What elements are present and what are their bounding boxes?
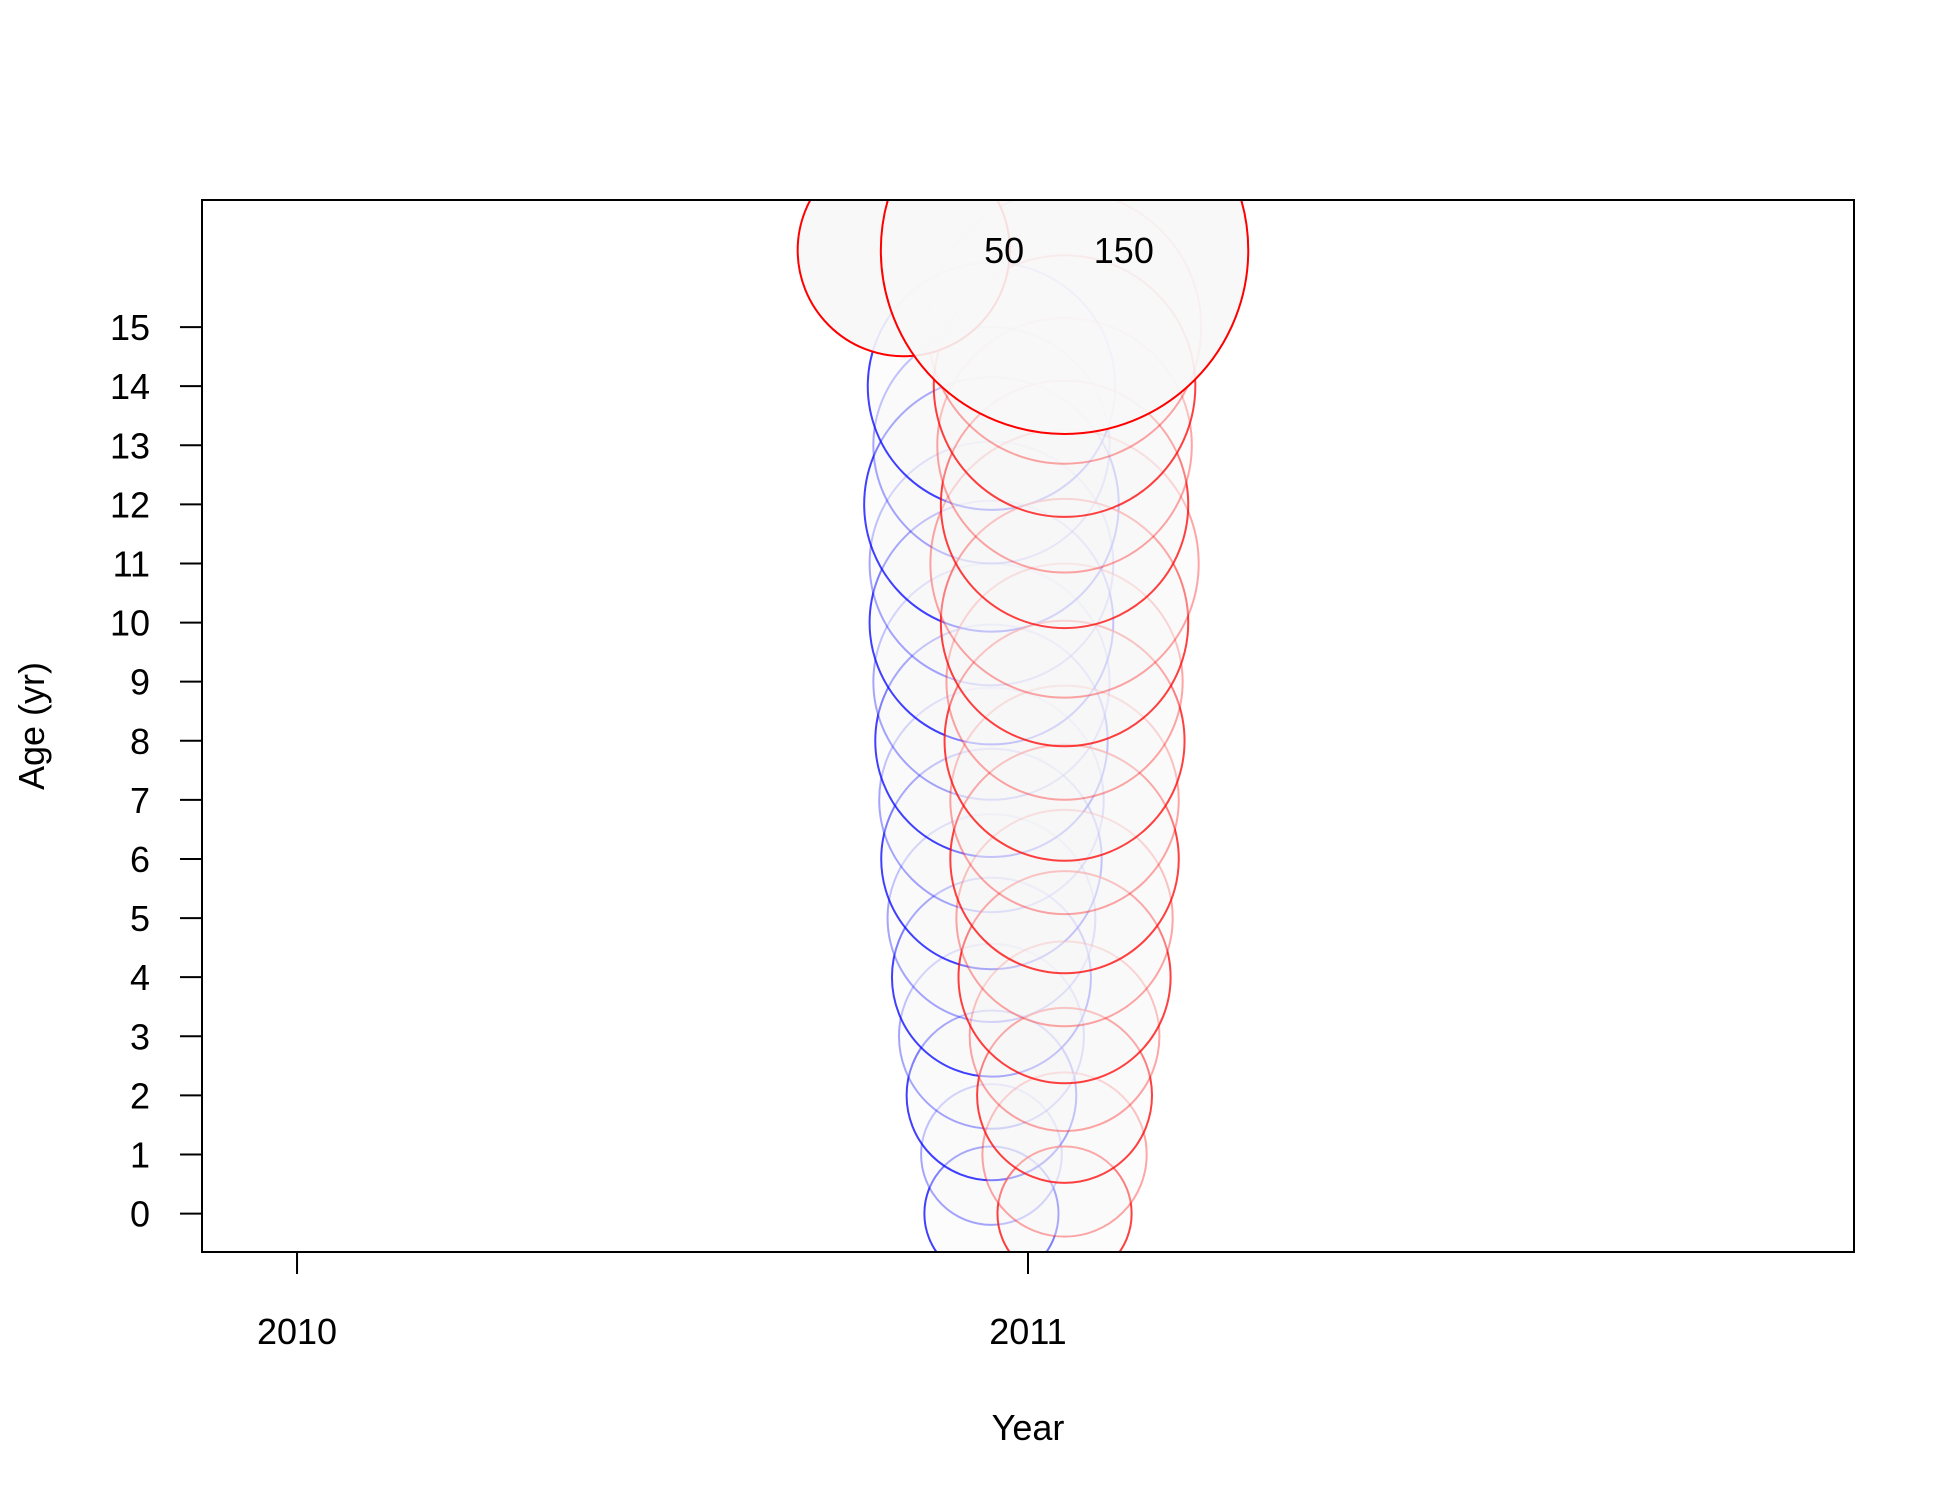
y-tick-label: 7 xyxy=(130,780,150,821)
bubble-series2-age-0 xyxy=(996,1145,1133,1252)
x-tick-label: 2010 xyxy=(257,1311,337,1352)
bubble-series1-age-9 xyxy=(872,562,1111,801)
y-tick-label: 11 xyxy=(113,543,150,584)
bubble-series1-age-4 xyxy=(890,876,1092,1078)
bubble-series2-age-6 xyxy=(949,743,1180,975)
bubble-series1-age-2 xyxy=(905,1009,1078,1182)
bubble-series2-age-4 xyxy=(957,870,1172,1085)
legend: 50 150 xyxy=(796,200,1250,435)
y-tick-label: 5 xyxy=(130,898,150,939)
y-tick-label: 4 xyxy=(130,957,150,998)
bubble-series1-age-1 xyxy=(920,1083,1063,1226)
y-tick-label: 0 xyxy=(130,1194,150,1235)
bubble-series1-age-11 xyxy=(868,440,1115,687)
y-tick-label: 2 xyxy=(130,1075,150,1116)
y-tick-label: 14 xyxy=(110,366,150,407)
bubble-series2-age-1 xyxy=(981,1071,1148,1238)
y-tick-label: 10 xyxy=(110,603,150,644)
bubble-series2-age-5 xyxy=(955,808,1174,1028)
y-tick-label: 12 xyxy=(110,484,150,525)
bubble-series1-age-6 xyxy=(880,747,1103,971)
bubble-series2-age-7 xyxy=(949,684,1180,916)
bubble-series2-age-10 xyxy=(939,497,1190,748)
bubble-series1-age-3 xyxy=(897,942,1085,1130)
y-tick-label: 1 xyxy=(130,1134,150,1175)
bubble-series2-age-3 xyxy=(968,940,1161,1133)
y-tick-label: 8 xyxy=(130,721,150,762)
legend-label-50: 50 xyxy=(984,230,1024,271)
bubble-series1-age-7 xyxy=(878,686,1105,914)
y-tick-label: 15 xyxy=(110,307,150,348)
x-axis: 2010 2011 xyxy=(257,1252,1067,1352)
y-axis-label: Age (yr) xyxy=(11,662,52,790)
bubble-series1-age-10 xyxy=(868,499,1115,746)
bubble-series2-age-9 xyxy=(945,562,1184,801)
x-axis-label: Year xyxy=(992,1407,1065,1448)
y-tick-label: 6 xyxy=(130,839,150,880)
bubble-series1-age-5 xyxy=(886,813,1097,1024)
bubble-series2-age-8 xyxy=(943,619,1186,862)
y-tick-label: 13 xyxy=(110,425,150,466)
legend-circle-150 xyxy=(879,200,1250,435)
bubble-series2-age-2 xyxy=(976,1006,1154,1184)
y-tick-label: 9 xyxy=(130,662,150,703)
legend-label-150: 150 xyxy=(1094,230,1154,271)
x-tick-label: 2011 xyxy=(989,1311,1066,1352)
y-tick-label: 3 xyxy=(130,1016,150,1057)
bubble-series1-age-8 xyxy=(874,623,1109,858)
